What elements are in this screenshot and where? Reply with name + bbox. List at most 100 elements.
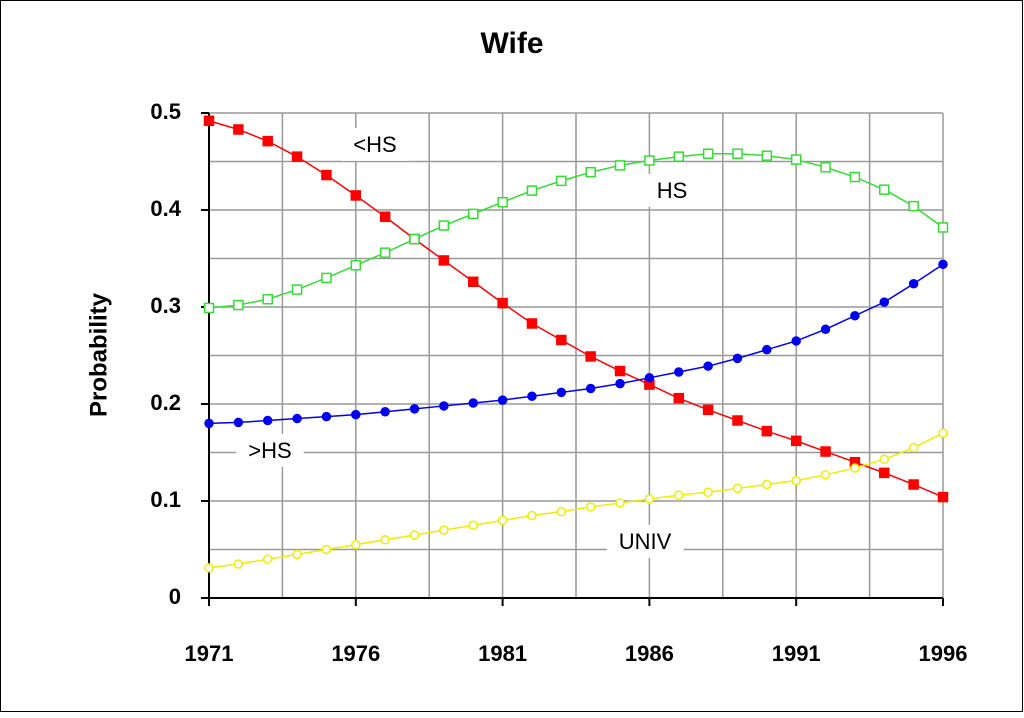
marker (908, 479, 919, 490)
marker (674, 490, 684, 500)
marker (556, 175, 567, 187)
marker (497, 395, 508, 405)
y-tick-label: 0.3 (150, 293, 181, 318)
marker (761, 150, 773, 161)
marker (497, 515, 508, 526)
marker (351, 409, 361, 420)
marker (879, 467, 890, 479)
marker (820, 470, 831, 480)
marker (233, 124, 244, 135)
marker (585, 502, 596, 512)
marker (585, 383, 596, 394)
marker (233, 299, 244, 311)
marker (644, 373, 655, 383)
marker (703, 361, 713, 371)
y-tick-label: 0.4 (150, 196, 181, 221)
x-tick-label: 1976 (331, 641, 380, 666)
x-tick-label: 1996 (919, 641, 968, 666)
marker (233, 417, 244, 428)
marker (409, 530, 420, 540)
marker (614, 365, 626, 377)
marker (937, 491, 949, 503)
series-line (208, 263, 944, 425)
series-label: HS (657, 178, 688, 203)
marker (468, 398, 478, 408)
label-background (341, 127, 409, 161)
marker (644, 494, 655, 504)
marker (291, 284, 303, 295)
marker (292, 413, 302, 424)
marker (379, 247, 391, 258)
marker (526, 318, 538, 329)
marker (732, 483, 743, 494)
marker (585, 351, 596, 362)
marker (527, 510, 537, 521)
marker (380, 407, 390, 417)
marker (321, 272, 332, 284)
marker (614, 160, 626, 171)
y-tick-label: 0.1 (150, 487, 181, 512)
marker (820, 162, 831, 173)
marker (497, 297, 508, 309)
x-tick-label: 1991 (772, 641, 821, 666)
marker (497, 196, 508, 208)
marker (350, 260, 362, 271)
marker (820, 446, 831, 457)
marker (380, 535, 390, 545)
marker (702, 148, 714, 159)
marker (879, 184, 890, 195)
marker (849, 171, 861, 183)
marker (526, 185, 538, 196)
marker (938, 428, 948, 438)
marker (702, 404, 714, 416)
marker (674, 367, 684, 377)
marker (556, 387, 567, 398)
marker (468, 520, 478, 530)
marker (791, 336, 801, 346)
series-line (208, 432, 944, 569)
marker (556, 334, 567, 346)
marker (937, 222, 949, 233)
marker (379, 211, 391, 223)
x-tick-label: 1981 (478, 641, 527, 666)
label-background (644, 173, 700, 207)
marker (409, 404, 420, 414)
marker (615, 498, 625, 508)
marker (262, 293, 273, 305)
marker (850, 310, 860, 321)
marker (908, 442, 919, 453)
marker (762, 479, 772, 490)
marker (615, 378, 625, 389)
marker (203, 115, 215, 127)
marker (761, 425, 773, 437)
marker (673, 392, 685, 404)
marker (351, 539, 361, 550)
marker (790, 154, 802, 165)
marker (262, 415, 273, 426)
marker (585, 166, 596, 178)
marker (732, 353, 743, 364)
marker (438, 255, 450, 266)
marker (204, 418, 214, 429)
marker (791, 475, 801, 486)
marker (644, 155, 655, 166)
marker (527, 391, 537, 401)
series-label: >HS (248, 438, 291, 463)
marker (467, 276, 479, 288)
series-label: UNIV (619, 529, 672, 554)
x-tick-label: 1986 (625, 641, 674, 666)
marker (908, 278, 919, 289)
marker (291, 151, 303, 162)
marker (908, 200, 919, 212)
marker (732, 148, 743, 159)
y-tick-label: 0 (169, 584, 181, 609)
marker (820, 324, 831, 335)
marker (292, 549, 302, 560)
marker (556, 506, 567, 517)
marker (790, 435, 802, 447)
marker (439, 401, 449, 411)
marker (438, 220, 450, 231)
marker (762, 344, 772, 355)
marker (321, 169, 332, 181)
